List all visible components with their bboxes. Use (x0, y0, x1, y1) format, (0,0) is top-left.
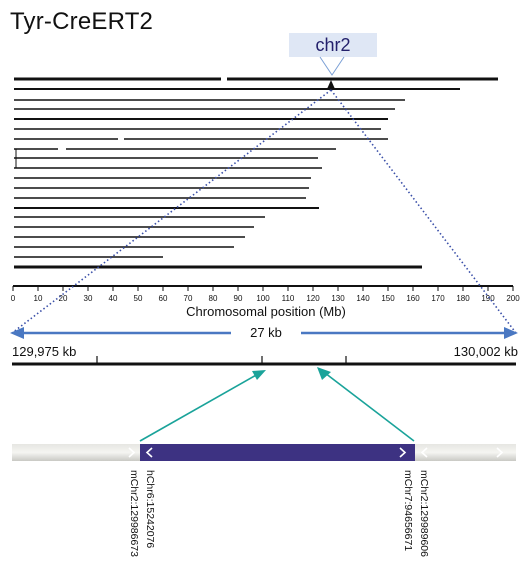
axis-tick-label: 60 (159, 294, 168, 303)
zoom-guide-left (11, 89, 332, 334)
axis-tick-label: 20 (59, 294, 68, 303)
zoom-guide-right (330, 89, 517, 334)
axis-tick-label: 70 (184, 294, 193, 303)
chromosome-label: chr2 (289, 33, 377, 57)
axis-tick-label: 100 (256, 294, 270, 303)
axis-tick-label: 200 (506, 294, 520, 303)
junction-arrow-left-head (252, 370, 266, 380)
span-arrow-head-right (504, 327, 518, 339)
strand-chevron (496, 447, 504, 458)
junction-label-left-inner: hChr6:15242076 (144, 470, 156, 549)
axis-tick-label: 160 (406, 294, 420, 303)
axis-tick-label: 40 (109, 294, 118, 303)
chromosome-bars (14, 77, 498, 269)
strand-chevron (145, 447, 153, 458)
junction-label-right-inner: mChr7:94656671 (402, 470, 414, 552)
span-label: 27 kb (231, 325, 301, 340)
axis-tick-label: 140 (356, 294, 370, 303)
figure-title: Tyr-CreERT2 (10, 8, 154, 35)
strand-chevron (128, 447, 136, 458)
junction-label-right-outer: mChr2:129989606 (418, 470, 430, 557)
strand-chevron (399, 447, 407, 458)
axis-tick-label: 10 (34, 294, 43, 303)
axis-tick-label: 80 (209, 294, 218, 303)
axis-tick-label: 120 (306, 294, 320, 303)
axis-tick-label: 180 (456, 294, 470, 303)
callout-pointer (319, 56, 345, 76)
axis-tick-label: 30 (84, 294, 93, 303)
region-end-label: 130,002 kb (453, 344, 518, 359)
axis-tick-label: 90 (234, 294, 243, 303)
axis-tick-label: 50 (134, 294, 143, 303)
axis-title: Chromosomal position (Mb) (186, 304, 346, 319)
strand-chevron (420, 447, 428, 458)
bracket-marker (15, 148, 22, 169)
flank-right (415, 444, 516, 461)
axis-tick-label: 0 (11, 294, 16, 303)
junction-label-left-outer: mChr2:129986673 (128, 470, 140, 557)
axis-tick-label: 190 (481, 294, 495, 303)
axis-tick-label: 170 (431, 294, 445, 303)
span-arrow-head-left (10, 327, 24, 339)
flank-left (12, 444, 140, 461)
axis-tick-label: 110 (282, 294, 295, 303)
integration-peak (327, 80, 335, 89)
axis-tick-label: 150 (381, 294, 395, 303)
junction-arrow-right (324, 372, 415, 442)
junction-arrow-right-head (317, 367, 331, 380)
genome-axis: 0 10 20 30 40 50 60 70 80 90 100 110 120 130 140 150 160… (11, 285, 520, 303)
region-start-label: 129,975 kb (12, 344, 77, 359)
transgene-block (140, 444, 415, 461)
axis-tick-label: 130 (331, 294, 345, 303)
junction-arrow-left (139, 373, 259, 442)
